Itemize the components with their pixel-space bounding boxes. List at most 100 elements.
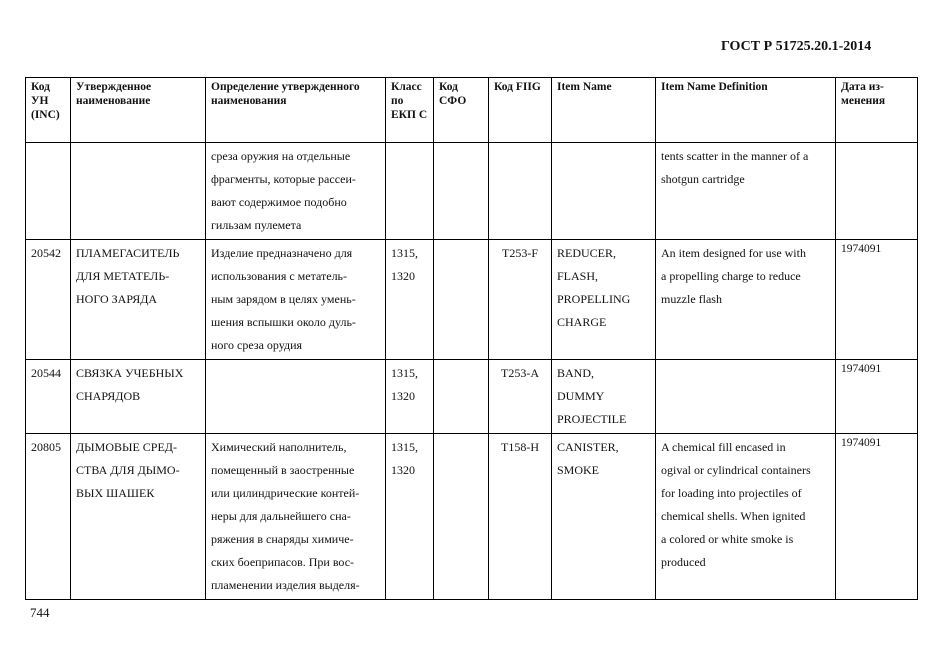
cell-line: СТВА ДЛЯ ДЫМО-	[76, 463, 180, 477]
cell-definition: Изделие предназначено для использования с…	[205, 239, 386, 360]
cell-item-name: CANISTER, SMOKE	[551, 433, 656, 600]
cell-inc: 20805	[25, 433, 71, 600]
cell-line: An item designed for use with	[661, 246, 806, 260]
cell-line: A chemical fill encased in	[661, 440, 786, 454]
page-number: 744	[30, 605, 50, 620]
cell-sfo	[433, 239, 489, 360]
cell-name: ДЫМОВЫЕ СРЕД- СТВА ДЛЯ ДЫМО- ВЫХ ШАШЕК	[70, 433, 206, 600]
cell-class	[385, 142, 434, 240]
table-row: 20542 ПЛАМЕГАСИТЕЛЬ ДЛЯ МЕТАТЕЛЬ- НОГО ЗАРЯ…	[25, 239, 918, 360]
cell-line: CHARGE	[557, 315, 607, 329]
cell-line: или цилиндрические контей-	[211, 486, 360, 500]
cell-line: a colored or white smoke is	[661, 532, 794, 546]
cell-date: 1974091	[835, 433, 918, 600]
column-header: Класс по ЕКП С	[385, 77, 434, 143]
cell-line: ДЛЯ МЕТАТЕЛЬ-	[76, 269, 170, 283]
cell-line: BAND,	[557, 366, 595, 380]
cell-line: ПЛАМЕГАСИТЕЛЬ	[76, 246, 180, 260]
column-header: Item Name	[551, 77, 656, 143]
table-row: среза оружия на отдельные фрагменты, кото…	[25, 142, 918, 240]
cell-name: СВЯЗКА УЧЕБНЫХ СНАРЯДОВ	[70, 359, 206, 434]
cell-line: FLASH,	[557, 269, 599, 283]
cell-line: неры для дальнейшего сна-	[211, 509, 351, 523]
column-header: Определение утвержденного наименования	[205, 77, 386, 143]
cell-fiig: T158-H	[488, 433, 552, 600]
cell-line: DUMMY	[557, 389, 605, 403]
cell-line: ным зарядом в целях умень-	[211, 292, 356, 306]
cell-line: помещенный в заостренные	[211, 463, 355, 477]
cell-inc: 20542	[25, 239, 71, 360]
cell-line: a propelling charge to reduce	[661, 269, 801, 283]
cell-line: использования с метатель-	[211, 269, 348, 283]
column-header: Код FIIG	[488, 77, 552, 143]
cell-name: ПЛАМЕГАСИТЕЛЬ ДЛЯ МЕТАТЕЛЬ- НОГО ЗАРЯДА	[70, 239, 206, 360]
cell-item-def: tents scatter in the manner of a shotgun …	[655, 142, 836, 240]
cell-line: CANISTER,	[557, 440, 619, 454]
cell-definition: среза оружия на отдельные фрагменты, кото…	[205, 142, 386, 240]
cell-item-def: A chemical fill encased in ogival or cyli…	[655, 433, 836, 600]
cell-sfo	[433, 142, 489, 240]
cell-line: ДЫМОВЫЕ СРЕД-	[76, 440, 177, 454]
cell-line: 1320	[391, 269, 415, 283]
cell-item-name: REDUCER, FLASH, PROPELLING CHARGE	[551, 239, 656, 360]
cell-line: ogival or cylindrical containers	[661, 463, 811, 477]
cell-fiig	[488, 142, 552, 240]
cell-line: Изделие предназначено для	[211, 246, 353, 260]
cell-line: ного среза орудия	[211, 338, 303, 352]
cell-line: 1320	[391, 463, 415, 477]
cell-line: ских боеприпасов. При вос-	[211, 555, 355, 569]
cell-line: шения вспышки около дуль-	[211, 315, 356, 329]
cell-line: tents scatter in the manner of a	[661, 149, 809, 163]
cell-name	[70, 142, 206, 240]
cell-line: produced	[661, 555, 706, 569]
cell-line: 1315,	[391, 246, 418, 260]
cell-line: SMOKE	[557, 463, 600, 477]
cell-item-def: An item designed for use with a propellin…	[655, 239, 836, 360]
cell-item-name: BAND, DUMMY PROJECTILE	[551, 359, 656, 434]
cell-line: 1315,	[391, 366, 418, 380]
cell-date: 1974091	[835, 239, 918, 360]
cell-sfo	[433, 359, 489, 434]
cell-line: среза оружия на отдельные	[211, 149, 351, 163]
cell-fiig: T253-F	[488, 239, 552, 360]
column-header: Код УН (INC)	[25, 77, 71, 143]
cell-item-def	[655, 359, 836, 434]
column-header: Утвержденное наименование	[70, 77, 206, 143]
cell-item-name	[551, 142, 656, 240]
cell-line: СНАРЯДОВ	[76, 389, 141, 403]
cell-class: 1315, 1320	[385, 239, 434, 360]
cell-line: chemical shells. When ignited	[661, 509, 806, 523]
cell-line: PROPELLING	[557, 292, 631, 306]
cell-definition: Химический наполнитель, помещенный в заос…	[205, 433, 386, 600]
table-row: 20544 СВЯЗКА УЧЕБНЫХ СНАРЯДОВ 1315, 1320 T253…	[25, 359, 918, 434]
cell-line: гильзам пулемета	[211, 218, 302, 232]
column-header: Дата из-менения	[835, 77, 918, 143]
cell-line: НОГО ЗАРЯДА	[76, 292, 158, 306]
cell-line: for loading into projectiles of	[661, 486, 802, 500]
cell-class: 1315, 1320	[385, 433, 434, 600]
cell-line: muzzle flash	[661, 292, 722, 306]
cell-class: 1315, 1320	[385, 359, 434, 434]
cell-inc: 20544	[25, 359, 71, 434]
cell-line: 1320	[391, 389, 415, 403]
column-header: Item Name Definition	[655, 77, 836, 143]
document-header: ГОСТ Р 51725.20.1-2014	[721, 39, 872, 54]
cell-line: 1315,	[391, 440, 418, 454]
cell-sfo	[433, 433, 489, 600]
cell-line: Химический наполнитель,	[211, 440, 347, 454]
cell-line: PROJECTILE	[557, 412, 627, 426]
cell-line: ряжения в снаряды химиче-	[211, 532, 354, 546]
cell-line: СВЯЗКА УЧЕБНЫХ	[76, 366, 184, 380]
column-header: Код СФО	[433, 77, 489, 143]
cell-line: пламенении изделия выделя-	[211, 578, 360, 592]
cell-line: ВЫХ ШАШЕК	[76, 486, 155, 500]
cell-fiig: T253-A	[488, 359, 552, 434]
cell-date	[835, 142, 918, 240]
cell-inc	[25, 142, 71, 240]
cell-line: вают содержимое подобно	[211, 195, 347, 209]
table-row: 20805 ДЫМОВЫЕ СРЕД- СТВА ДЛЯ ДЫМО- ВЫХ ШАШЕ…	[25, 433, 918, 600]
cell-definition	[205, 359, 386, 434]
cell-date: 1974091	[835, 359, 918, 434]
nomenclature-table: Код УН (INC) Утвержденное наименование Опр…	[25, 77, 918, 600]
cell-line: REDUCER,	[557, 246, 617, 260]
